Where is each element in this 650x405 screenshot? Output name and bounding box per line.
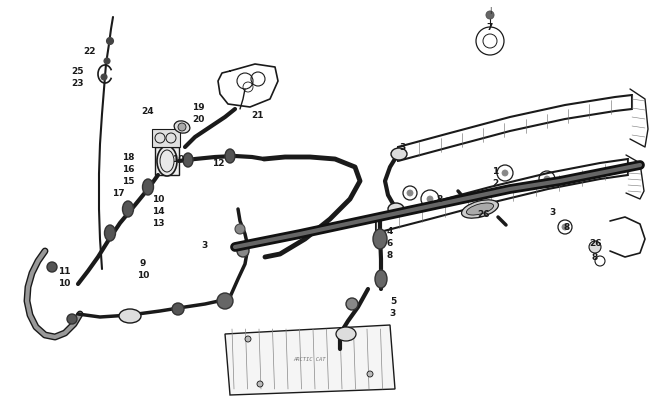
Text: |: | bbox=[489, 7, 491, 15]
Text: 7: 7 bbox=[487, 23, 493, 32]
Text: 13: 13 bbox=[151, 219, 164, 228]
Circle shape bbox=[217, 293, 233, 309]
Text: 11: 11 bbox=[58, 267, 70, 276]
Text: 24: 24 bbox=[142, 107, 154, 116]
Circle shape bbox=[47, 262, 57, 272]
Text: 19: 19 bbox=[192, 103, 204, 112]
Text: 3: 3 bbox=[399, 143, 405, 152]
Text: ARCTIC CAT: ARCTIC CAT bbox=[294, 357, 326, 362]
Ellipse shape bbox=[119, 309, 141, 323]
Text: 3: 3 bbox=[201, 241, 207, 250]
Ellipse shape bbox=[462, 200, 499, 219]
Text: 25: 25 bbox=[72, 67, 84, 76]
Circle shape bbox=[407, 190, 413, 196]
Text: 23: 23 bbox=[72, 79, 84, 88]
Text: 10: 10 bbox=[58, 279, 70, 288]
Text: 16: 16 bbox=[122, 165, 135, 174]
Text: 10: 10 bbox=[152, 195, 164, 204]
Circle shape bbox=[235, 224, 245, 234]
Circle shape bbox=[172, 303, 184, 315]
Text: 10: 10 bbox=[172, 155, 184, 164]
Text: 5: 5 bbox=[390, 297, 396, 306]
Text: 9: 9 bbox=[140, 259, 146, 268]
Ellipse shape bbox=[375, 270, 387, 288]
Text: 15: 15 bbox=[122, 177, 135, 186]
Text: 12: 12 bbox=[212, 159, 224, 168]
Circle shape bbox=[367, 371, 373, 377]
Ellipse shape bbox=[105, 226, 116, 241]
Ellipse shape bbox=[122, 202, 133, 217]
Text: 17: 17 bbox=[112, 189, 124, 198]
Text: 1: 1 bbox=[492, 167, 498, 176]
Text: 21: 21 bbox=[252, 110, 265, 119]
Text: 2: 2 bbox=[492, 179, 498, 188]
Circle shape bbox=[502, 171, 508, 177]
Circle shape bbox=[107, 38, 114, 45]
Ellipse shape bbox=[183, 153, 193, 168]
Text: 26: 26 bbox=[589, 239, 601, 248]
Circle shape bbox=[104, 59, 110, 65]
Ellipse shape bbox=[467, 203, 493, 215]
Text: 4: 4 bbox=[387, 227, 393, 236]
Circle shape bbox=[178, 124, 186, 132]
Text: 3: 3 bbox=[550, 208, 556, 217]
Circle shape bbox=[67, 314, 77, 324]
Text: 3: 3 bbox=[390, 309, 396, 318]
Bar bbox=[152, 130, 180, 148]
Text: 26: 26 bbox=[476, 210, 489, 219]
Text: 8: 8 bbox=[437, 195, 443, 204]
Text: 10: 10 bbox=[136, 271, 150, 280]
Ellipse shape bbox=[142, 179, 153, 196]
Ellipse shape bbox=[225, 149, 235, 164]
Ellipse shape bbox=[157, 147, 177, 177]
Text: 22: 22 bbox=[84, 47, 96, 56]
Text: 20: 20 bbox=[192, 114, 204, 123]
Ellipse shape bbox=[373, 230, 387, 249]
Circle shape bbox=[562, 224, 568, 230]
Circle shape bbox=[245, 336, 251, 342]
Ellipse shape bbox=[174, 122, 190, 134]
Bar bbox=[155, 148, 179, 175]
Circle shape bbox=[101, 75, 107, 81]
Circle shape bbox=[427, 196, 433, 202]
Ellipse shape bbox=[336, 327, 356, 341]
Circle shape bbox=[257, 381, 263, 387]
Circle shape bbox=[544, 177, 550, 183]
Circle shape bbox=[589, 241, 601, 254]
Ellipse shape bbox=[388, 203, 404, 215]
Circle shape bbox=[237, 245, 249, 257]
Circle shape bbox=[346, 298, 358, 310]
Text: 8: 8 bbox=[564, 223, 570, 232]
Circle shape bbox=[486, 12, 494, 20]
Text: 14: 14 bbox=[151, 207, 164, 216]
Text: 6: 6 bbox=[387, 239, 393, 248]
Text: 18: 18 bbox=[122, 153, 135, 162]
Text: 8: 8 bbox=[387, 251, 393, 260]
Polygon shape bbox=[225, 325, 395, 395]
Ellipse shape bbox=[391, 149, 407, 161]
Text: 8: 8 bbox=[592, 253, 598, 262]
